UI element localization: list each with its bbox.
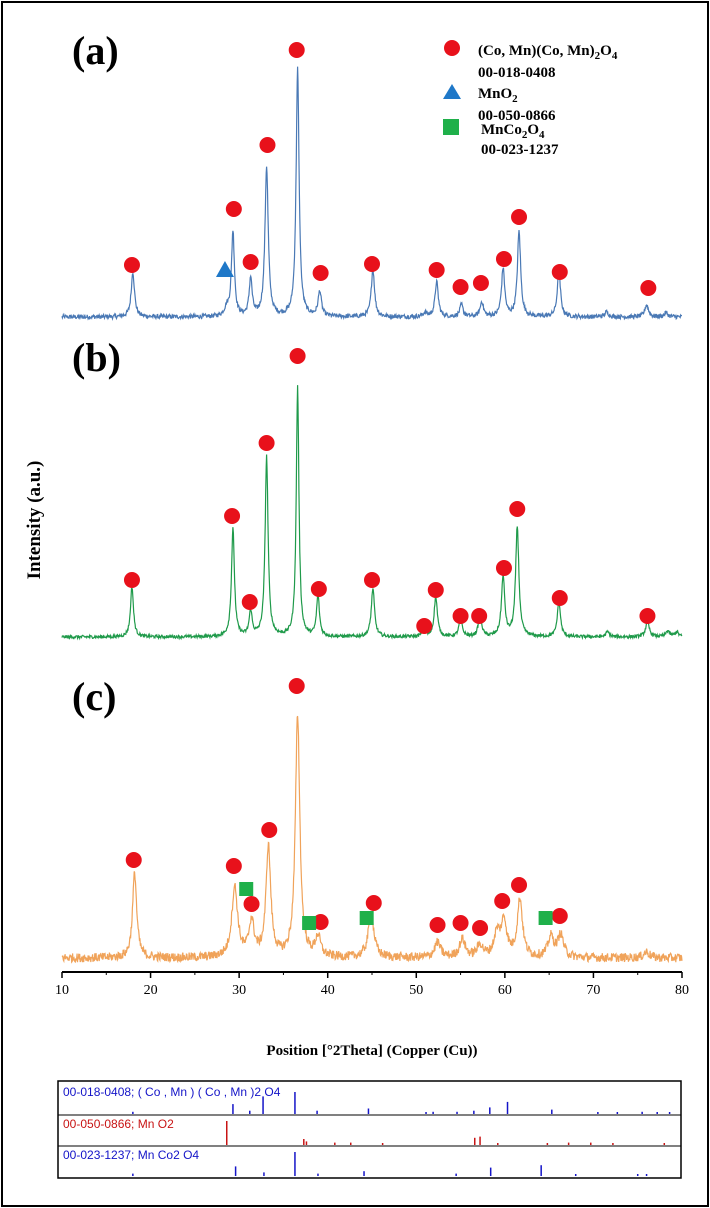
mno2-peak-marker	[215, 261, 234, 277]
panels	[61, 42, 683, 964]
spinel-peak-marker	[123, 257, 140, 273]
spinel-peak-marker	[639, 608, 656, 624]
spinel-peak-marker	[429, 917, 446, 933]
spinel-peak-marker	[416, 618, 433, 634]
spinel-peak-marker	[551, 590, 568, 606]
legend-code-mnco2o4: 00-023-1237	[481, 142, 559, 158]
legend-label-mnco2o4: MnCo2O4	[481, 122, 545, 141]
reference-pattern-box: 00-018-0408; ( Co , Mn ) ( Co , Mn )2 O4…	[57, 1080, 682, 1179]
spinel-peak-marker	[551, 908, 568, 924]
spinel-peak-marker	[310, 581, 327, 597]
legend-triangle-marker	[443, 84, 461, 99]
spinel-peak-marker	[242, 254, 259, 270]
y-axis-label: Intensity (a.u.)	[24, 461, 45, 580]
x-tick-label: 10	[55, 983, 69, 998]
panel-b	[61, 348, 683, 641]
spinel-peak-marker	[225, 858, 242, 874]
legend-label-spinel: (Co, Mn)(Co, Mn)2O4	[478, 43, 618, 62]
panel-c	[61, 678, 683, 964]
spinel-peak-marker	[123, 572, 140, 588]
spinel-peak-marker	[364, 572, 380, 588]
reference-box-frame	[57, 1080, 682, 1179]
spinel-peak-marker	[427, 582, 444, 598]
x-tick-label: 50	[409, 983, 423, 998]
spinel-peak-marker	[259, 137, 276, 153]
spinel-peak-marker	[224, 508, 241, 524]
x-tick-label: 20	[144, 983, 158, 998]
panel-label-b: (b)	[72, 335, 121, 380]
spinel-peak-marker	[289, 348, 306, 364]
panel-label-a: (a)	[72, 28, 119, 73]
spinel-peak-marker	[495, 560, 512, 576]
spinel-peak-marker	[494, 893, 511, 909]
spinel-peak-marker	[243, 896, 260, 912]
spinel-peak-marker	[495, 251, 512, 267]
x-tick-label: 80	[675, 983, 689, 998]
panel-a	[61, 42, 682, 321]
spinel-peak-marker	[288, 42, 305, 58]
legend-code-spinel: 00-018-0408	[478, 65, 556, 81]
spinel-peak-marker	[312, 265, 329, 281]
spinel-peak-marker	[364, 256, 380, 272]
mnco2o4-peak-marker	[359, 911, 374, 925]
x-axis-label: Position [°2Theta] (Copper (Cu))	[266, 1043, 477, 1059]
legend: (Co, Mn)(Co, Mn)2O4 00-018-0408 MnO2 00-…	[443, 40, 618, 158]
spinel-peak-marker	[640, 280, 657, 296]
legend-square-marker	[443, 119, 459, 135]
spinel-peak-marker	[125, 852, 142, 868]
spinel-peak-marker	[551, 264, 568, 280]
spinel-peak-marker	[258, 435, 275, 451]
mnco2o4-peak-marker	[538, 911, 553, 925]
legend-label-mno2: MnO2	[478, 86, 518, 105]
xrd-pattern-line	[61, 66, 682, 321]
xrd-pattern-line	[61, 385, 683, 641]
x-tick-label: 40	[321, 983, 335, 998]
spinel-peak-marker	[288, 678, 305, 694]
spinel-peak-marker	[452, 279, 469, 295]
panel-label-c: (c)	[72, 674, 116, 719]
mnco2o4-peak-marker	[239, 882, 254, 896]
spinel-peak-marker	[472, 920, 489, 936]
spinel-peak-marker	[312, 914, 329, 930]
spinel-peak-marker	[511, 209, 528, 225]
x-tick-label: 60	[498, 983, 512, 998]
spinel-peak-marker	[225, 201, 242, 217]
spinel-peak-marker	[261, 822, 278, 838]
reference-label-1: 00-018-0408; ( Co , Mn ) ( Co , Mn )2 O4	[63, 1085, 281, 1099]
spinel-peak-marker	[241, 594, 258, 610]
legend-circle-marker	[444, 40, 460, 56]
legend-code-mno2: 00-050-0866	[478, 108, 556, 124]
x-tick-label: 70	[586, 983, 600, 998]
x-axis: 10 20 30 40 50 60 70 80	[55, 971, 689, 998]
reference-label-2: 00-050-0866; Mn O2	[63, 1117, 174, 1131]
spinel-peak-marker	[452, 915, 469, 931]
x-tick-label: 30	[232, 983, 246, 998]
spinel-peak-marker	[452, 608, 469, 624]
spinel-peak-marker	[471, 608, 488, 624]
reference-label-3: 00-023-1237; Mn Co2 O4	[63, 1148, 199, 1162]
spinel-peak-marker	[472, 275, 489, 291]
spinel-peak-marker	[511, 877, 528, 893]
spinel-peak-marker	[509, 501, 526, 517]
spinel-peak-marker	[365, 895, 382, 911]
spinel-peak-marker	[428, 262, 445, 278]
mnco2o4-peak-marker	[302, 916, 317, 930]
